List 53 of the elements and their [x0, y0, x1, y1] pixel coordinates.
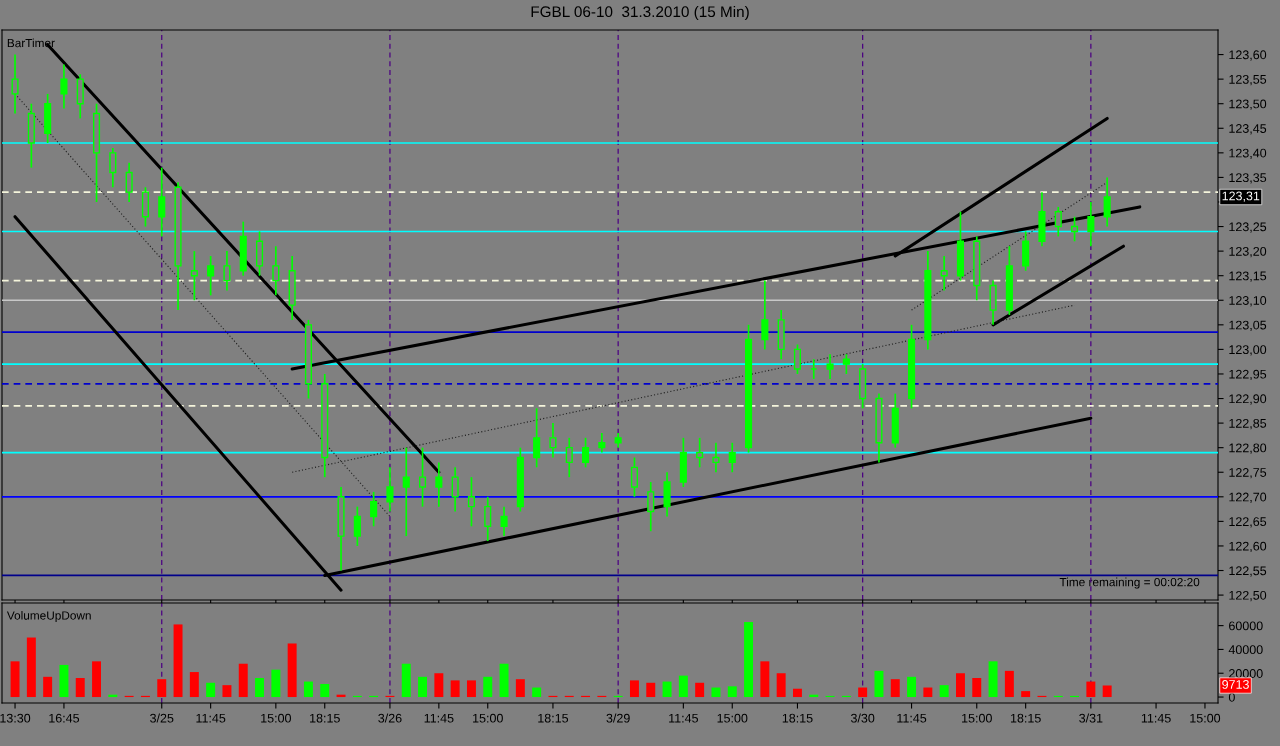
y-tick-label: 123,15	[1229, 271, 1267, 282]
y-tick-label: 60000	[1229, 621, 1263, 631]
x-tick-label: 11:45	[424, 713, 454, 723]
x-tick-label: 11:45	[196, 713, 226, 723]
y-tick-label: 0	[1228, 692, 1235, 702]
x-tick-label: 3/30	[850, 713, 875, 723]
x-tick-label: 18:15	[310, 713, 340, 723]
text: 9713	[1222, 680, 1249, 689]
x-tick-label: 15:00	[1190, 713, 1221, 723]
x-tick-label: 13:30	[0, 713, 31, 723]
y-tick-label: 123,45	[1229, 124, 1267, 135]
x-tick-label: 3/31	[1079, 713, 1103, 723]
y-tick-label: 122,65	[1229, 517, 1267, 528]
y-tick-label: 122,75	[1229, 468, 1267, 479]
y-tick-label: 123,50	[1229, 99, 1267, 110]
annotation: BarTimer	[7, 38, 55, 48]
x-tick-label: 3/29	[606, 713, 630, 723]
y-tick-label: 122,60	[1229, 541, 1267, 553]
y-tick-label: 123,10	[1229, 296, 1267, 307]
y-tick-label: 122,95	[1229, 369, 1267, 381]
x-tick-label: 11:45	[1141, 713, 1171, 723]
y-tick-label: 123,05	[1229, 320, 1267, 331]
text: 123,31	[1222, 191, 1260, 202]
y-tick-label: 20000	[1229, 669, 1263, 678]
y-tick-label: 123,40	[1229, 148, 1267, 159]
y-tick-label: 122,70	[1229, 492, 1267, 503]
x-tick-label: 15:00	[261, 713, 291, 723]
y-tick-label: 123,25	[1229, 222, 1267, 233]
y-tick-label: 122,90	[1229, 394, 1267, 405]
y-tick-label: 122,85	[1229, 418, 1267, 430]
x-tick-label: 11:45	[669, 713, 699, 723]
chart-title: FGBL 06-10 31.3.2010 (15 Min)	[531, 5, 749, 21]
annotation: Time remaining = 00:02:20	[1059, 577, 1200, 589]
x-tick-label: 18:15	[538, 713, 569, 723]
y-tick-label: 123,60	[1229, 50, 1267, 61]
y-tick-label: 122,55	[1229, 566, 1267, 577]
y-tick-label: 123,35	[1229, 173, 1267, 184]
x-tick-label: 18:15	[1010, 713, 1041, 723]
y-tick-label: 40000	[1228, 645, 1263, 655]
y-tick-label: 123,00	[1229, 345, 1267, 356]
y-tick-label: 123,20	[1229, 246, 1267, 258]
y-tick-label: 122,50	[1229, 590, 1267, 602]
x-tick-label: 16:45	[49, 713, 80, 723]
x-tick-label: 3/25	[150, 713, 174, 723]
x-tick-label: 18:15	[782, 713, 813, 723]
x-tick-label: 15:00	[473, 713, 503, 723]
x-tick-label: 15:00	[962, 713, 992, 723]
annotation: VolumeUpDown	[6, 611, 91, 623]
y-tick-label: 122,80	[1229, 443, 1267, 454]
y-tick-label: 123,55	[1229, 74, 1267, 86]
x-tick-label: 15:00	[717, 713, 748, 723]
x-tick-label: 3/26	[378, 713, 402, 723]
x-tick-label: 11:45	[897, 713, 927, 723]
